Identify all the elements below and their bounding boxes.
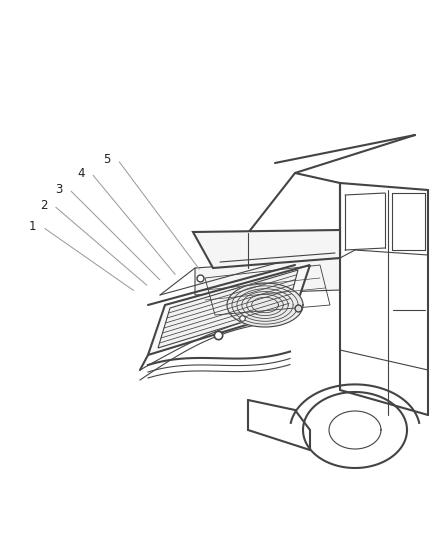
Text: 2: 2	[40, 199, 48, 212]
Text: 1: 1	[29, 220, 37, 233]
Polygon shape	[193, 230, 340, 268]
Polygon shape	[148, 265, 310, 355]
Polygon shape	[158, 270, 298, 348]
Text: 4: 4	[77, 167, 85, 180]
Polygon shape	[195, 258, 340, 295]
Text: 5: 5	[104, 154, 111, 166]
Polygon shape	[227, 283, 303, 327]
Text: 3: 3	[56, 183, 63, 196]
